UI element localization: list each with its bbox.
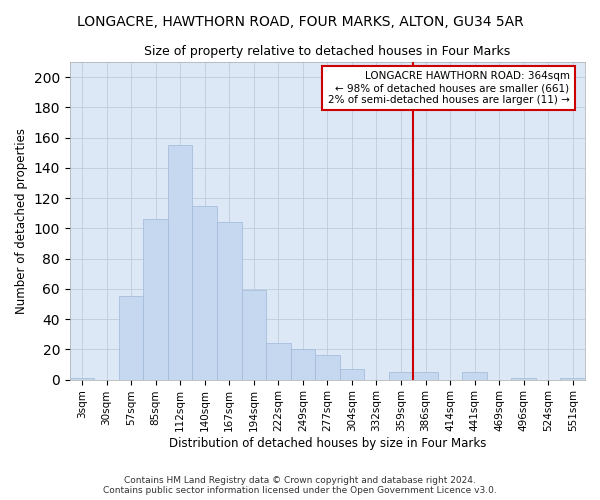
Bar xyxy=(511,378,536,380)
Bar xyxy=(168,145,193,380)
Bar xyxy=(266,344,290,380)
Bar xyxy=(560,378,585,380)
Bar xyxy=(217,222,242,380)
Bar xyxy=(119,296,143,380)
Bar xyxy=(193,206,217,380)
X-axis label: Distribution of detached houses by size in Four Marks: Distribution of detached houses by size … xyxy=(169,437,486,450)
Title: Size of property relative to detached houses in Four Marks: Size of property relative to detached ho… xyxy=(144,45,511,58)
Text: LONGACRE HAWTHORN ROAD: 364sqm
← 98% of detached houses are smaller (661)
2% of : LONGACRE HAWTHORN ROAD: 364sqm ← 98% of … xyxy=(328,72,569,104)
Bar xyxy=(315,356,340,380)
Bar xyxy=(413,372,438,380)
Bar xyxy=(463,372,487,380)
Y-axis label: Number of detached properties: Number of detached properties xyxy=(15,128,28,314)
Bar xyxy=(143,220,168,380)
Bar xyxy=(290,350,315,380)
Bar xyxy=(70,378,94,380)
Bar xyxy=(340,369,364,380)
Bar xyxy=(389,372,413,380)
Text: Contains HM Land Registry data © Crown copyright and database right 2024.
Contai: Contains HM Land Registry data © Crown c… xyxy=(103,476,497,495)
Bar xyxy=(242,290,266,380)
Text: LONGACRE, HAWTHORN ROAD, FOUR MARKS, ALTON, GU34 5AR: LONGACRE, HAWTHORN ROAD, FOUR MARKS, ALT… xyxy=(77,15,523,29)
